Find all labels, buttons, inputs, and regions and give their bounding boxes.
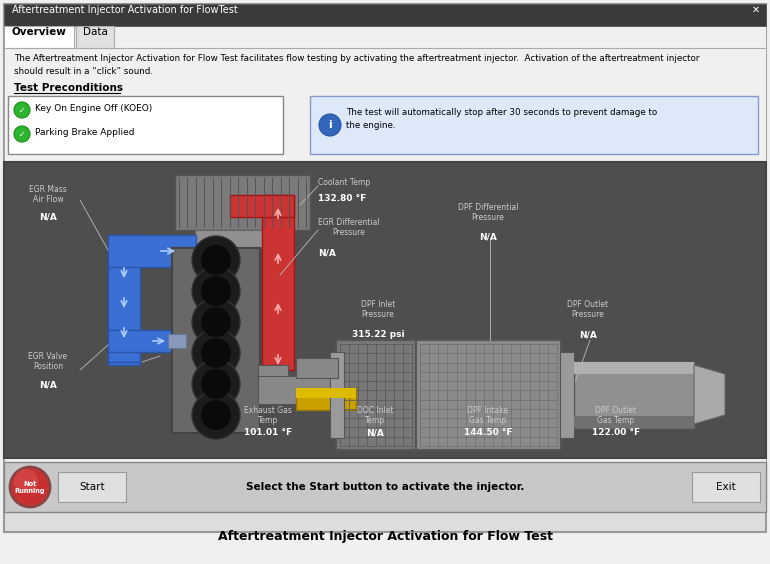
FancyBboxPatch shape [330, 352, 344, 438]
Text: Not
Running: Not Running [15, 481, 45, 494]
Circle shape [201, 276, 231, 306]
FancyBboxPatch shape [258, 376, 336, 404]
Polygon shape [694, 365, 725, 424]
Text: N/A: N/A [579, 330, 597, 339]
FancyBboxPatch shape [195, 230, 290, 248]
FancyBboxPatch shape [262, 195, 294, 370]
FancyBboxPatch shape [58, 472, 126, 502]
Circle shape [319, 114, 341, 136]
Text: DPF Intake
Gas Temp: DPF Intake Gas Temp [467, 406, 508, 425]
FancyBboxPatch shape [8, 96, 283, 154]
Text: ✕: ✕ [752, 5, 760, 15]
Text: should result in a “click” sound.: should result in a “click” sound. [14, 67, 153, 76]
FancyBboxPatch shape [296, 358, 338, 378]
Text: 132.80 °F: 132.80 °F [318, 194, 367, 203]
Text: N/A: N/A [39, 380, 57, 389]
Text: N/A: N/A [366, 428, 384, 437]
Circle shape [14, 102, 30, 118]
Text: N/A: N/A [318, 248, 336, 257]
FancyBboxPatch shape [108, 330, 140, 362]
Text: 144.50 °F: 144.50 °F [464, 428, 512, 437]
FancyBboxPatch shape [230, 195, 294, 217]
Text: Start: Start [79, 482, 105, 492]
Text: The test will automatically stop after 30 seconds to prevent damage to: The test will automatically stop after 3… [346, 108, 658, 117]
Circle shape [192, 329, 240, 377]
Text: The Aftertreatment Injector Activation for Flow Test facilitates flow testing by: The Aftertreatment Injector Activation f… [14, 54, 699, 63]
Circle shape [10, 467, 50, 507]
FancyBboxPatch shape [4, 4, 766, 532]
FancyBboxPatch shape [336, 340, 416, 450]
Text: Coolant Temp: Coolant Temp [318, 178, 370, 187]
FancyBboxPatch shape [108, 235, 140, 365]
Circle shape [192, 360, 240, 408]
Circle shape [192, 391, 240, 439]
FancyBboxPatch shape [4, 26, 74, 48]
FancyBboxPatch shape [168, 334, 186, 348]
FancyBboxPatch shape [108, 330, 183, 352]
Circle shape [14, 469, 38, 493]
Circle shape [201, 400, 231, 430]
FancyBboxPatch shape [296, 388, 356, 398]
FancyBboxPatch shape [4, 162, 766, 458]
Text: Overview: Overview [12, 27, 66, 37]
Text: i: i [328, 120, 332, 130]
Text: Exhaust Gas
Temp: Exhaust Gas Temp [244, 406, 292, 425]
Text: 101.01 °F: 101.01 °F [244, 428, 292, 437]
Text: Aftertreatment Injector Activation for FlowTest: Aftertreatment Injector Activation for F… [12, 5, 238, 15]
Circle shape [201, 245, 231, 275]
Text: DPF Outlet
Gas Temp: DPF Outlet Gas Temp [595, 406, 637, 425]
FancyBboxPatch shape [310, 96, 758, 154]
Text: DPF Outlet
Pressure: DPF Outlet Pressure [567, 300, 608, 319]
Circle shape [14, 126, 30, 142]
Text: EGR Valve
Position: EGR Valve Position [28, 352, 68, 372]
FancyBboxPatch shape [4, 26, 766, 464]
Text: Exit: Exit [716, 482, 736, 492]
Text: Aftertreatment Injector Activation for Flow Test: Aftertreatment Injector Activation for F… [217, 530, 553, 543]
FancyBboxPatch shape [560, 352, 574, 438]
FancyBboxPatch shape [4, 462, 766, 512]
Circle shape [192, 236, 240, 284]
Text: N/A: N/A [479, 233, 497, 242]
Circle shape [201, 338, 231, 368]
Circle shape [192, 298, 240, 346]
FancyBboxPatch shape [416, 340, 561, 450]
FancyBboxPatch shape [574, 362, 694, 428]
Text: DOC Inlet
Temp: DOC Inlet Temp [357, 406, 393, 425]
FancyBboxPatch shape [108, 235, 196, 267]
Text: Select the Start button to activate the injector.: Select the Start button to activate the … [246, 482, 524, 492]
FancyBboxPatch shape [172, 248, 260, 433]
Text: EGR Mass
Air Flow: EGR Mass Air Flow [29, 185, 67, 204]
Text: 122.00 °F: 122.00 °F [592, 428, 640, 437]
Text: ✓: ✓ [18, 105, 25, 114]
Text: DPF Inlet
Pressure: DPF Inlet Pressure [361, 300, 395, 319]
Text: EGR Differential
Pressure: EGR Differential Pressure [318, 218, 380, 237]
FancyBboxPatch shape [4, 4, 766, 26]
Text: Test Preconditions: Test Preconditions [14, 83, 123, 93]
Text: 315.22 psi: 315.22 psi [352, 330, 404, 339]
Circle shape [192, 267, 240, 315]
Text: DPF Differential
Pressure: DPF Differential Pressure [457, 203, 518, 222]
Text: N/A: N/A [39, 213, 57, 222]
FancyBboxPatch shape [574, 416, 694, 428]
Text: the engine.: the engine. [346, 121, 396, 130]
Text: Parking Brake Applied: Parking Brake Applied [35, 128, 135, 137]
Circle shape [201, 307, 231, 337]
FancyBboxPatch shape [76, 26, 114, 48]
Circle shape [201, 369, 231, 399]
FancyBboxPatch shape [175, 175, 310, 230]
Text: Data: Data [82, 27, 108, 37]
Text: Key On Engine Off (KOEO): Key On Engine Off (KOEO) [35, 104, 152, 113]
FancyBboxPatch shape [296, 388, 356, 410]
FancyBboxPatch shape [692, 472, 760, 502]
FancyBboxPatch shape [258, 365, 288, 385]
Text: ✓: ✓ [18, 130, 25, 139]
FancyBboxPatch shape [574, 362, 694, 374]
